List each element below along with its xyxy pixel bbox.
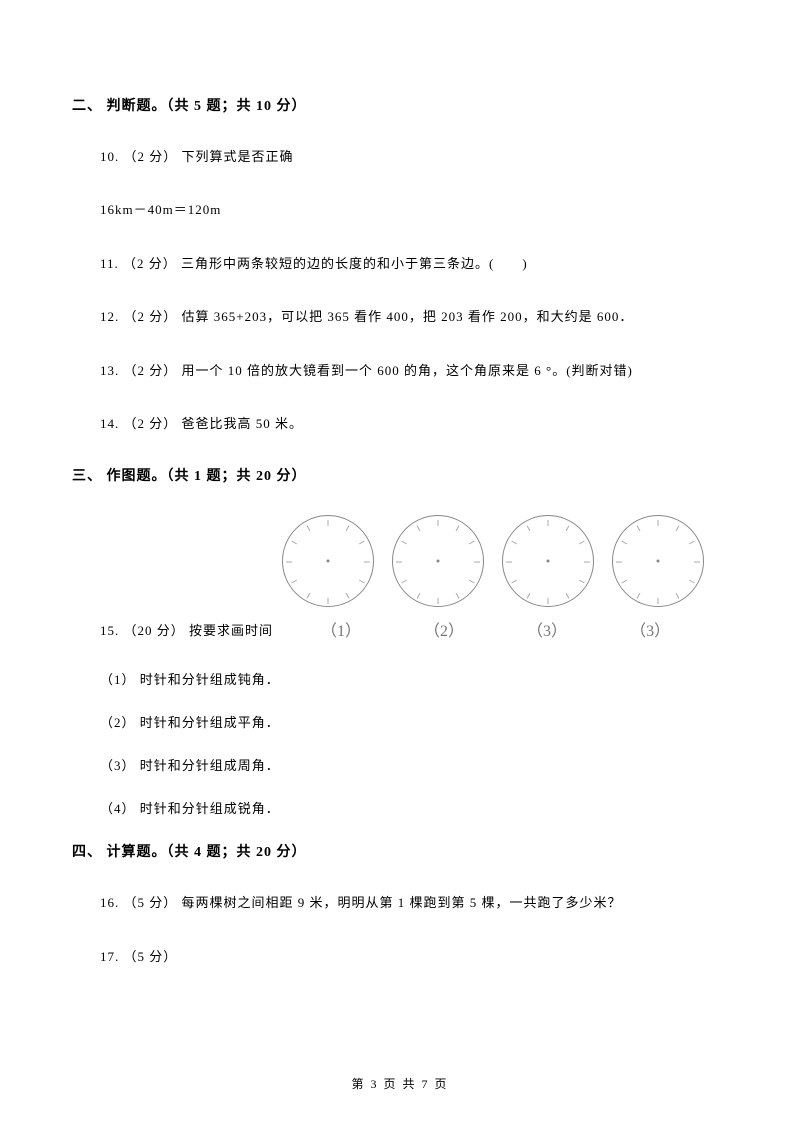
question-16: 16. （5 分） 每两棵树之间相距 9 米，明明从第 1 棵跑到第 5 棵，一… <box>100 891 728 914</box>
clock-tick <box>566 593 570 599</box>
clock-face-2 <box>392 515 484 607</box>
clock-tick <box>469 580 475 584</box>
clock-tick <box>346 526 350 532</box>
question-14: 14. （2 分） 爸爸比我高 50 米。 <box>100 412 728 435</box>
section-drawing: 三、 作图题。（共 1 题；共 20 分） <box>72 465 728 817</box>
sub-question-2: （2） 时针和分针组成平角． <box>100 712 728 731</box>
clock-tick <box>616 562 622 563</box>
clock-tick <box>689 580 695 584</box>
section-3-header: 三、 作图题。（共 1 题；共 20 分） <box>72 465 728 485</box>
clock-label-4: （3） <box>630 617 670 641</box>
clock-tick <box>307 593 311 599</box>
sub-question-1: （1） 时针和分针组成钝角． <box>100 669 728 688</box>
clock-tick <box>527 593 531 599</box>
clock-tick <box>637 526 641 532</box>
question-11: 11. （2 分） 三角形中两条较短的边的长度的和小于第三条边。( ) <box>100 252 728 275</box>
clock-tick <box>637 593 641 599</box>
clock-tick <box>579 580 585 584</box>
clock-tick <box>676 526 680 532</box>
clock-center-icon <box>437 560 440 563</box>
question-13: 13. （2 分） 用一个 10 倍的放大镜看到一个 600 的角，这个角原来是… <box>100 359 728 382</box>
clock-face-4 <box>612 515 704 607</box>
clock-tick <box>438 520 439 526</box>
clock-tick <box>346 593 350 599</box>
clock-tick <box>548 598 549 604</box>
clock-tick <box>396 562 402 563</box>
clock-label-3: （3） <box>527 617 567 641</box>
clock-tick <box>511 580 517 584</box>
section-judgment: 二、 判断题。（共 5 题；共 10 分） 10. （2 分） 下列算式是否正确… <box>72 95 728 435</box>
clock-tick <box>438 598 439 604</box>
clock-tick <box>474 562 480 563</box>
clock-tick <box>401 580 407 584</box>
question-15-text: 15. （20 分） 按要求画时间 <box>100 620 273 639</box>
clock-1-wrapper <box>282 515 374 607</box>
clock-tick <box>401 541 407 545</box>
clock-label-2: （2） <box>424 617 464 641</box>
clock-tick <box>621 541 627 545</box>
clock-3-wrapper <box>502 515 594 607</box>
clock-tick <box>579 541 585 545</box>
question-10-line1: 10. （2 分） 下列算式是否正确 <box>100 145 728 168</box>
clock-tick <box>291 580 297 584</box>
clocks-row <box>282 515 728 607</box>
clock-center-icon <box>657 560 660 563</box>
clock-center-icon <box>327 560 330 563</box>
sub-question-4: （4） 时针和分针组成锐角． <box>100 798 728 817</box>
section-2-header: 二、 判断题。（共 5 题；共 10 分） <box>72 95 728 115</box>
page-footer: 第 3 页 共 7 页 <box>0 1075 800 1092</box>
clock-tick <box>359 580 365 584</box>
clock-tick <box>658 598 659 604</box>
clock-tick <box>527 526 531 532</box>
clock-4-wrapper <box>612 515 704 607</box>
clock-tick <box>584 562 590 563</box>
clock-tick <box>621 580 627 584</box>
section-4-header: 四、 计算题。（共 4 题；共 20 分） <box>72 841 728 861</box>
clock-tick <box>328 598 329 604</box>
sub-question-3: （3） 时针和分针组成周角． <box>100 755 728 774</box>
clock-2-wrapper <box>392 515 484 607</box>
clock-tick <box>506 562 512 563</box>
question-17: 17. （5 分） <box>100 945 728 968</box>
clock-tick <box>417 526 421 532</box>
question-10-line2: 16km－40m＝120m <box>100 198 728 221</box>
clock-tick <box>307 526 311 532</box>
clock-tick <box>456 526 460 532</box>
question-12: 12. （2 分） 估算 365+203，可以把 365 看作 400，把 20… <box>100 305 728 328</box>
clock-tick <box>456 593 460 599</box>
question-15-row: 15. （20 分） 按要求画时间 （1） （2） （3） （3） <box>72 617 728 641</box>
clock-tick <box>511 541 517 545</box>
clock-tick <box>364 562 370 563</box>
clock-tick <box>548 520 549 526</box>
clock-tick <box>676 593 680 599</box>
section-calculation: 四、 计算题。（共 4 题；共 20 分） 16. （5 分） 每两棵树之间相距… <box>72 841 728 968</box>
clock-tick <box>566 526 570 532</box>
clock-tick <box>658 520 659 526</box>
clock-tick <box>359 541 365 545</box>
clock-tick <box>291 541 297 545</box>
clock-tick <box>328 520 329 526</box>
clock-label-1: （1） <box>321 617 361 641</box>
clock-face-3 <box>502 515 594 607</box>
clock-tick <box>469 541 475 545</box>
clock-tick <box>286 562 292 563</box>
clock-tick <box>689 541 695 545</box>
clock-tick <box>417 593 421 599</box>
clock-face-1 <box>282 515 374 607</box>
clock-center-icon <box>547 560 550 563</box>
clock-tick <box>694 562 700 563</box>
